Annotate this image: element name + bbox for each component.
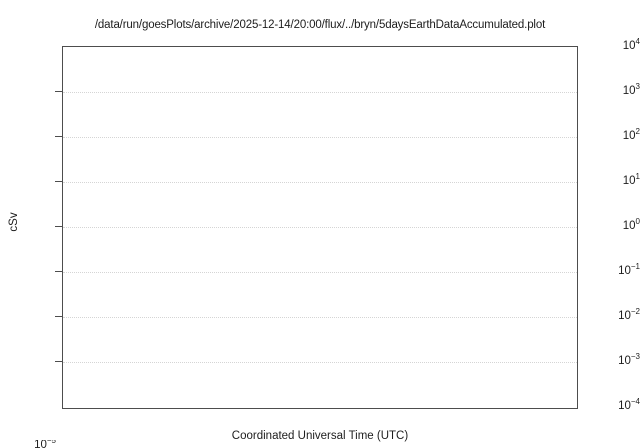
ytick-exponent: 0 [635, 217, 640, 227]
ytick-exponent: −2 [630, 307, 640, 317]
ytick-mantissa: 10 [618, 310, 631, 322]
ytick-label-1em4: 10−4 [584, 398, 640, 413]
ytick-exponent: 2 [635, 127, 640, 137]
ytick-mantissa: 10 [618, 400, 631, 412]
ytick-mark-1em3 [55, 361, 62, 362]
ytick-label-1em5-clipped: 10−5 [24, 440, 56, 448]
ytick-mantissa: 10 [618, 355, 631, 367]
ytick-mark-1em2 [55, 316, 62, 317]
ytick-exponent: −5 [46, 440, 56, 446]
ytick-label-1e0: 100 [584, 218, 640, 233]
ytick-label-1e2: 102 [584, 128, 640, 143]
ytick-label-1e3: 103 [584, 83, 640, 98]
gridline-1e0 [63, 227, 577, 228]
ytick-mark-1e0 [55, 226, 62, 227]
y-axis-label: cSv [8, 212, 20, 232]
ytick-exponent: −3 [630, 352, 640, 362]
ytick-mark-1e2 [55, 136, 62, 137]
page-title: /data/run/goesPlots/archive/2025-12-14/2… [94, 19, 546, 31]
ytick-mark-1e3 [55, 91, 62, 92]
gridline-1em1 [63, 272, 577, 273]
ytick-mantissa: 10 [34, 440, 47, 448]
ytick-label-1e4: 104 [584, 38, 640, 53]
gridline-1e3 [63, 92, 577, 93]
x-axis-label: Coordinated Universal Time (UTC) [231, 430, 409, 442]
ytick-mantissa: 10 [622, 40, 636, 52]
ytick-exponent: 4 [635, 37, 640, 47]
ytick-exponent: 1 [635, 172, 640, 182]
plot-area [62, 46, 578, 409]
ytick-mantissa: 10 [622, 130, 636, 142]
gridline-1em3 [63, 362, 577, 363]
ytick-label-1em3: 10−3 [584, 353, 640, 368]
ytick-exponent: −4 [630, 397, 640, 407]
ytick-exponent: −1 [630, 262, 640, 272]
ytick-mark-1em1 [55, 271, 62, 272]
ytick-label-1em1: 10−1 [584, 263, 640, 278]
gridline-1e1 [63, 182, 577, 183]
ytick-mantissa: 10 [622, 220, 636, 232]
gridline-1em2 [63, 317, 577, 318]
ytick-label-1em2: 10−2 [584, 308, 640, 323]
gridline-1e2 [63, 137, 577, 138]
ytick-exponent: 3 [635, 82, 640, 92]
ytick-mantissa: 10 [618, 265, 631, 277]
ytick-mantissa: 10 [622, 85, 636, 97]
ytick-label-1e1: 101 [584, 173, 640, 188]
ytick-mark-1e1 [55, 181, 62, 182]
ytick-mantissa: 10 [622, 175, 636, 187]
